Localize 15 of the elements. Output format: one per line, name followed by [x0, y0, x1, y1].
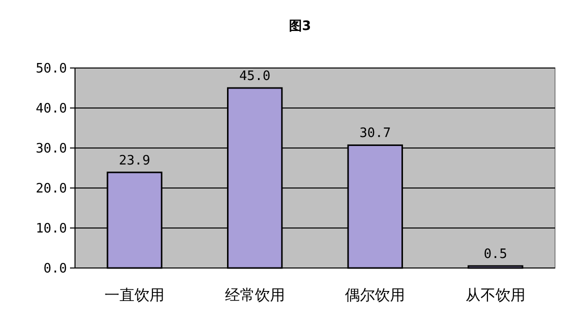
x-tick-label: 一直饮用: [104, 286, 165, 304]
chart-title: 图3: [288, 19, 312, 34]
data-label: 45.0: [239, 69, 271, 84]
x-tick-label: 从不饮用: [465, 286, 526, 304]
x-tick-label: 偶尔饮用: [345, 286, 406, 304]
y-tick-label: 20.0: [36, 182, 67, 197]
data-label: 23.9: [118, 153, 150, 168]
y-tick-label: 30.0: [36, 142, 67, 157]
data-label: 30.7: [359, 126, 391, 142]
data-label: 0.5: [484, 247, 508, 262]
y-tick-label: 0.0: [44, 262, 67, 277]
y-tick-label: 10.0: [36, 222, 67, 237]
x-tick-label: 经常饮用: [224, 286, 285, 304]
y-tick-label: 40.0: [36, 102, 67, 117]
y-tick-label: 50.0: [36, 62, 67, 77]
